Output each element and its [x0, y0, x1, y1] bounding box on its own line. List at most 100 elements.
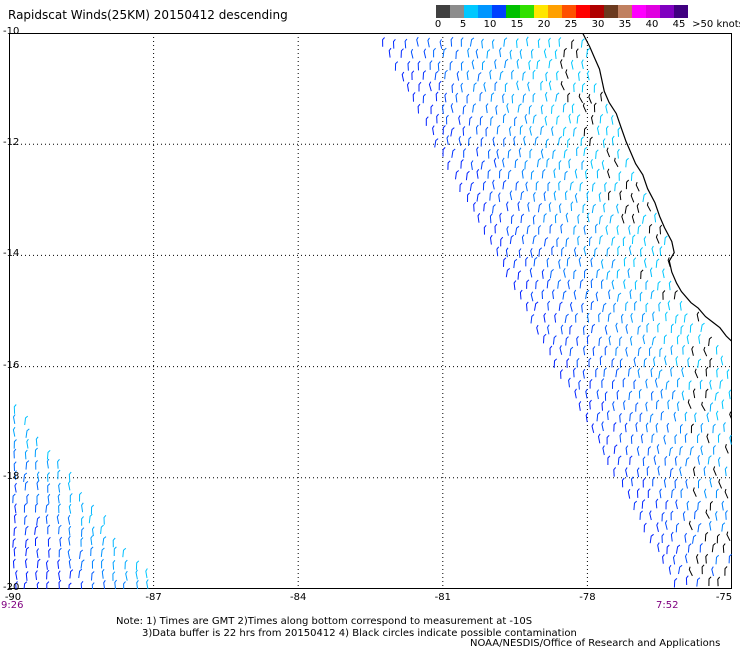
wind-vector	[574, 193, 578, 203]
wind-vector	[536, 324, 539, 335]
longitude-tick-label: -81	[434, 592, 451, 603]
wind-vector	[518, 147, 522, 158]
wind-vector	[613, 302, 617, 313]
wind-vector	[460, 82, 464, 93]
wind-vector	[430, 104, 434, 115]
wind-vector	[522, 71, 526, 81]
wind-vector	[612, 379, 615, 389]
wind-vector	[700, 422, 704, 433]
wind-vector	[475, 48, 479, 59]
longitude-tick-label: -75	[715, 592, 733, 603]
colorbar-swatch	[562, 5, 576, 18]
wind-vector	[642, 192, 647, 203]
wind-vector	[68, 558, 72, 569]
wind-vector	[656, 522, 659, 533]
wind-vector	[496, 246, 500, 257]
wind-vector	[451, 83, 455, 93]
wind-vector	[529, 125, 532, 136]
contaminated-wind-vector	[729, 411, 732, 422]
wind-vector	[46, 458, 50, 469]
wind-vector	[664, 520, 668, 530]
wind-vector	[653, 356, 656, 367]
wind-vector	[88, 513, 93, 524]
contaminated-wind-vector	[687, 399, 692, 409]
wind-vector	[606, 247, 610, 257]
wind-vector	[601, 159, 605, 170]
notes: Note: 1) Times are GMT 2)Times along bot…	[116, 616, 577, 640]
wind-vector	[462, 126, 466, 136]
wind-vector	[509, 234, 514, 245]
wind-vector	[608, 335, 612, 346]
wind-vector	[463, 148, 467, 158]
wind-vector	[541, 169, 546, 179]
wind-vector	[529, 148, 533, 159]
wind-vector	[503, 37, 508, 47]
contaminated-wind-vector	[692, 466, 696, 477]
wind-vector	[586, 334, 590, 345]
wind-vector	[458, 135, 462, 146]
wind-vector	[13, 439, 17, 449]
wind-vector	[605, 103, 608, 114]
wind-vector	[543, 237, 549, 247]
wind-vector	[459, 182, 463, 193]
wind-vector	[596, 412, 601, 422]
wind-vector	[515, 38, 519, 48]
wind-vector	[712, 423, 716, 434]
contaminated-wind-vector	[659, 224, 663, 235]
colorbar-swatch	[632, 5, 646, 18]
contaminated-wind-vector	[662, 290, 666, 300]
wind-vector	[678, 564, 683, 575]
wind-vector	[13, 404, 17, 414]
wind-vector	[544, 115, 548, 126]
wind-vector	[524, 159, 528, 170]
wind-vector	[680, 324, 684, 335]
wind-vector	[619, 432, 623, 443]
wind-vector	[567, 138, 571, 148]
wind-vector	[579, 181, 583, 192]
colorbar-swatch	[450, 5, 464, 18]
wind-vector	[663, 477, 667, 488]
wind-vector	[36, 493, 40, 504]
wind-vector	[428, 81, 432, 92]
wind-vector	[674, 455, 678, 466]
wind-vector	[613, 444, 618, 454]
wind-vector	[113, 546, 117, 557]
wind-vector	[609, 214, 614, 224]
wind-vector	[651, 245, 655, 256]
wind-vector	[645, 401, 648, 412]
wind-vector	[557, 136, 563, 146]
wind-vector	[492, 204, 496, 214]
wind-vector	[585, 388, 588, 399]
wind-vector	[604, 345, 608, 356]
wind-vector	[700, 322, 705, 332]
wind-vector	[554, 49, 558, 59]
wind-vector	[573, 246, 577, 257]
contaminated-wind-vector	[593, 102, 597, 113]
wind-vector	[623, 279, 626, 289]
wind-vector	[423, 48, 427, 59]
contaminated-wind-vector	[578, 93, 584, 103]
wind-vector	[685, 575, 689, 586]
wind-vector	[618, 171, 622, 181]
wind-vector	[661, 511, 665, 522]
wind-vector	[560, 369, 563, 379]
wind-vector	[517, 201, 521, 211]
wind-vector	[665, 499, 669, 510]
wind-vector	[25, 428, 30, 438]
wind-vector	[582, 203, 586, 214]
contaminated-wind-vector	[608, 190, 611, 201]
wind-vector	[432, 125, 435, 136]
wind-vector	[146, 579, 149, 589]
wind-vector	[688, 380, 692, 390]
wind-vector	[124, 559, 128, 570]
wind-vector	[12, 414, 16, 424]
wind-vector	[494, 81, 498, 91]
colorbar-labels: 0 5 10 15 20 25 30 35 40 45 >50 knots	[435, 18, 740, 32]
contaminated-wind-vector	[688, 566, 693, 577]
wind-vector	[721, 500, 725, 511]
wind-vector	[697, 523, 702, 533]
colorbar-swatch	[464, 5, 478, 18]
wind-vector	[725, 510, 728, 520]
wind-vector	[467, 192, 470, 203]
wind-vector	[67, 480, 71, 491]
